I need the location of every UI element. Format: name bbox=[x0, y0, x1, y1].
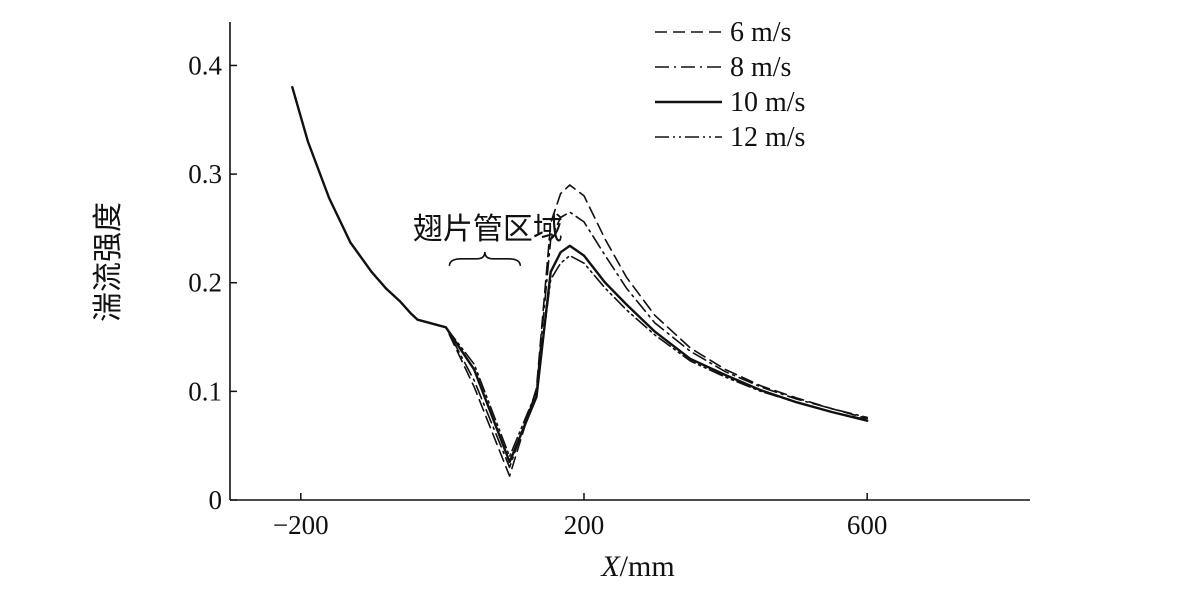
plot-area: 0 0.1 0.2 0.3 0.4 −200 200 600 翅片管区域 bbox=[188, 22, 1030, 540]
series-line-12-m-s bbox=[291, 86, 868, 458]
y-tick-label: 0.3 bbox=[188, 159, 222, 189]
y-tick-label: 0.4 bbox=[188, 50, 222, 80]
series-group bbox=[291, 86, 869, 477]
x-axis-label: X/mm bbox=[600, 550, 674, 583]
y-tick-label: 0.2 bbox=[188, 268, 222, 298]
y-ticks: 0 0.1 0.2 0.3 0.4 bbox=[188, 50, 237, 515]
legend-label: 10 m/s bbox=[730, 87, 805, 118]
y-tick-label: 0 bbox=[209, 485, 223, 515]
series-line-8-m-s bbox=[291, 86, 868, 469]
legend-label: 12 m/s bbox=[730, 122, 805, 153]
y-axis-label: 湍流强度 bbox=[91, 202, 126, 322]
x-tick-label: −200 bbox=[273, 510, 329, 540]
x-ticks: −200 200 600 bbox=[273, 493, 887, 540]
fin-tube-region-annotation: 翅片管区域 bbox=[413, 212, 563, 266]
x-tick-label: 200 bbox=[564, 510, 605, 540]
fin-tube-region-brace bbox=[448, 251, 522, 266]
legend: 6 m/s 8 m/s 10 m/s 12 m/s bbox=[655, 17, 805, 153]
fin-tube-region-label: 翅片管区域 bbox=[413, 212, 563, 247]
x-axis-label-unit: /mm bbox=[620, 550, 675, 583]
legend-label: 8 m/s bbox=[730, 52, 791, 83]
x-tick-label: 600 bbox=[847, 510, 888, 540]
x-axis-label-variable: X bbox=[600, 550, 621, 583]
y-tick-label: 0.1 bbox=[188, 376, 222, 406]
legend-label: 6 m/s bbox=[730, 17, 791, 48]
